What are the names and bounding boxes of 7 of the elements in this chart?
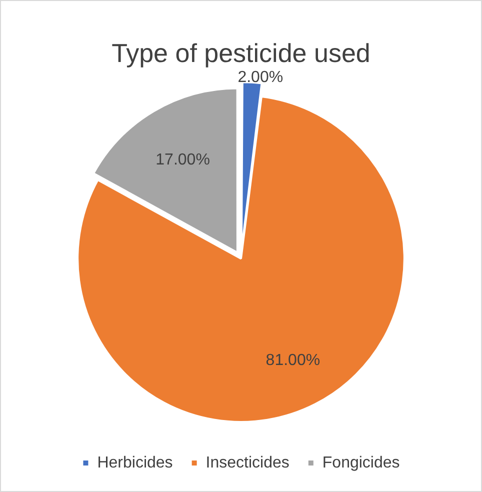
legend-label: Insecticides bbox=[206, 454, 290, 472]
legend-label: Fongicides bbox=[322, 454, 400, 472]
legend-label: Herbicides bbox=[97, 454, 173, 472]
chart-title: Type of pesticide used bbox=[112, 38, 370, 68]
data-label: 81.00% bbox=[266, 352, 320, 369]
data-label: 2.00% bbox=[238, 68, 284, 86]
data-label: 17.00% bbox=[156, 152, 210, 169]
